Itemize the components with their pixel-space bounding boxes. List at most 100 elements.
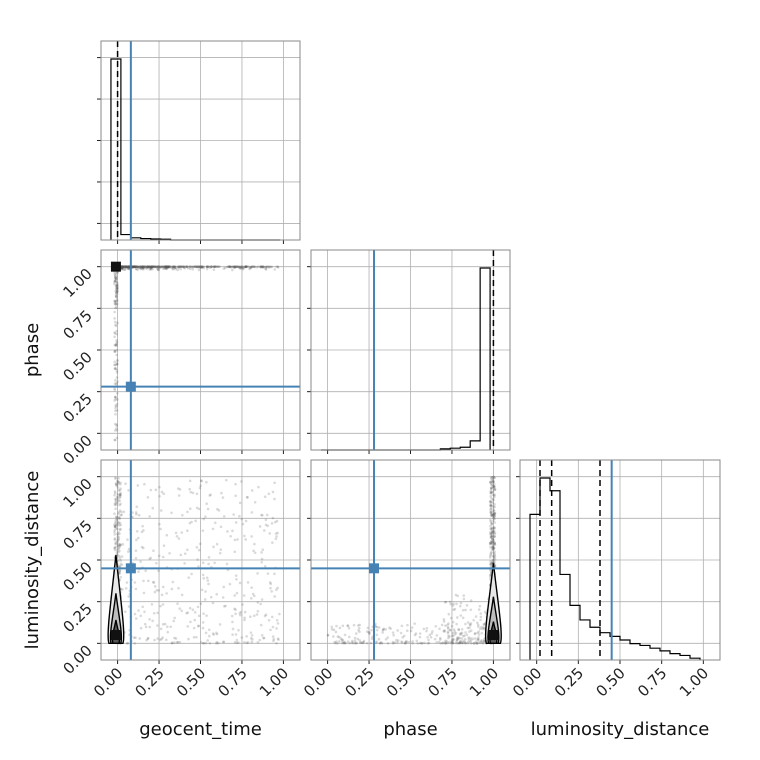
- panel-phase-vs-geocent_time-point: [153, 265, 156, 268]
- panel-luminosity_distance-vs-phase-core-point: [491, 537, 494, 541]
- panel-phase-vs-geocent_time-point: [150, 265, 154, 269]
- xtick-label-geocent_time-3: 0.75: [214, 664, 250, 700]
- panel-luminosity_distance-vs-phase-point: [338, 626, 342, 630]
- panel-luminosity_distance-vs-phase-point: [351, 639, 354, 643]
- panel-luminosity_distance-vs-geocent_time-point: [245, 635, 248, 638]
- panel-phase-vs-geocent_time-tail-point: [116, 359, 119, 363]
- panel-phase-vs-geocent_time-point: [262, 265, 265, 269]
- panel-luminosity_distance-vs-phase-core-point: [491, 547, 495, 550]
- panel-luminosity_distance-vs-geocent_time-point: [161, 603, 165, 606]
- panel-phase-vs-geocent_time-tail-point: [113, 310, 116, 314]
- panel-luminosity_distance-vs-geocent_time-point: [207, 628, 211, 632]
- panel-luminosity_distance-vs-phase-edge-point: [442, 620, 446, 623]
- panel-luminosity_distance-vs-geocent_time-point: [238, 514, 241, 518]
- panel-luminosity_distance-vs-phase-edge-point: [454, 593, 458, 597]
- panel-luminosity_distance-vs-phase-core-point: [492, 482, 496, 486]
- panel-luminosity_distance-vs-geocent_time-point: [183, 562, 186, 565]
- panel-phase-vs-geocent_time-point: [134, 267, 138, 270]
- panel-luminosity_distance-vs-geocent_time-core-point: [113, 538, 117, 541]
- panel-luminosity_distance-vs-geocent_time-core-point: [113, 493, 116, 497]
- panel-phase-vs-geocent_time-point: [214, 265, 218, 268]
- panel-phase-vs-geocent_time-point: [244, 265, 248, 268]
- panel-luminosity_distance-vs-geocent_time-core-point: [116, 495, 120, 499]
- panel-luminosity_distance-vs-phase-core-point: [489, 480, 492, 484]
- panel-luminosity_distance-vs-geocent_time-point: [205, 480, 208, 484]
- panel-luminosity_distance-vs-geocent_time-point: [159, 627, 163, 631]
- panel-phase-vs-geocent_time-point: [190, 265, 194, 269]
- panel-luminosity_distance-vs-phase-core-point: [489, 518, 492, 522]
- panel-phase-vs-geocent_time-point: [121, 265, 125, 268]
- panel-luminosity_distance-vs-phase-point: [391, 642, 395, 645]
- panel-luminosity_distance-vs-phase-point: [411, 642, 414, 645]
- panel-phase-vs-geocent_time-point: [179, 267, 182, 271]
- panel-luminosity_distance-vs-geocent_time-point: [180, 593, 184, 597]
- panel-luminosity_distance-vs-phase-point: [407, 640, 411, 644]
- panel-luminosity_distance-vs-phase-core-point: [489, 532, 493, 535]
- hist-luminosity_distance-frame: [519, 459, 721, 661]
- panel-luminosity_distance-vs-geocent_time-point: [246, 581, 250, 584]
- panel-luminosity_distance-vs-geocent_time-core-point: [118, 543, 121, 546]
- panel-luminosity_distance-vs-geocent_time-point: [245, 495, 249, 499]
- panel-phase-vs-geocent_time-point: [149, 266, 153, 269]
- panel-luminosity_distance-vs-geocent_time-point: [159, 509, 163, 512]
- panel-phase-vs-geocent_time-tail-point: [114, 277, 118, 280]
- panel-luminosity_distance-vs-geocent_time-point: [148, 557, 151, 561]
- panel-luminosity_distance-vs-phase-core-point: [493, 493, 496, 497]
- panel-phase-vs-geocent_time-point: [120, 266, 124, 269]
- panel-phase-vs-geocent_time-point: [145, 265, 149, 269]
- panel-luminosity_distance-vs-phase-core-point: [489, 481, 492, 484]
- panel-phase-vs-geocent_time-tail-point: [116, 398, 119, 401]
- panel-phase-vs-geocent_time-point: [135, 265, 139, 268]
- panel-luminosity_distance-vs-phase-core-point: [490, 548, 494, 551]
- panel-luminosity_distance-vs-geocent_time-point: [274, 532, 278, 535]
- panel-luminosity_distance-vs-geocent_time-core-point: [113, 490, 117, 493]
- panel-phase-vs-geocent_time-point: [120, 266, 124, 269]
- panel-phase-vs-geocent_time-point: [231, 265, 235, 268]
- panel-phase-vs-geocent_time-point: [189, 265, 192, 268]
- panel-phase-vs-geocent_time-point: [275, 265, 278, 268]
- panel-luminosity_distance-vs-phase-point: [347, 626, 351, 630]
- panel-luminosity_distance-vs-phase-point: [429, 635, 433, 639]
- panel-luminosity_distance-vs-geocent_time-core-point: [117, 480, 121, 484]
- panel-luminosity_distance-vs-phase-edge-point: [446, 625, 450, 629]
- panel-luminosity_distance-vs-geocent_time-core-point: [115, 484, 118, 487]
- panel-luminosity_distance-vs-geocent_time-point: [237, 628, 240, 632]
- panel-luminosity_distance-vs-geocent_time-point: [271, 625, 275, 629]
- panel-luminosity_distance-vs-phase-core-point: [490, 542, 493, 545]
- panel-phase-vs-geocent_time-tail-point: [115, 362, 119, 366]
- panel-phase-vs-geocent_time-tail-point: [113, 388, 117, 392]
- panel-phase-vs-geocent_time-point: [122, 265, 125, 269]
- panel-luminosity_distance-vs-geocent_time-point: [188, 487, 191, 491]
- panel-luminosity_distance-vs-geocent_time-point: [178, 640, 182, 644]
- panel-phase-vs-geocent_time-point: [192, 265, 196, 268]
- panel-luminosity_distance-vs-geocent_time-point: [249, 636, 253, 640]
- panel-luminosity_distance-vs-phase-edge-point: [456, 641, 460, 645]
- panel-luminosity_distance-vs-phase-point: [341, 624, 345, 628]
- panel-phase-vs-geocent_time-point: [161, 265, 164, 268]
- panel-luminosity_distance-vs-phase-point: [386, 642, 390, 645]
- panel-luminosity_distance-vs-geocent_time-point: [222, 585, 226, 589]
- panel-phase-vs-geocent_time-tail-point: [114, 343, 118, 347]
- panel-luminosity_distance-vs-phase-point: [439, 642, 443, 645]
- panel-phase-vs-geocent_time-point: [141, 268, 145, 271]
- panel-luminosity_distance-vs-geocent_time-core-point: [117, 537, 120, 541]
- panel-luminosity_distance-vs-phase-core-point: [490, 514, 494, 517]
- panel-phase-vs-geocent_time-point: [180, 265, 184, 269]
- panel-luminosity_distance-vs-geocent_time-point: [199, 602, 203, 605]
- panel-luminosity_distance-vs-geocent_time-point: [192, 626, 196, 630]
- panel-luminosity_distance-vs-geocent_time-point: [175, 535, 179, 538]
- panel-luminosity_distance-vs-geocent_time-core-point: [113, 524, 117, 528]
- panel-phase-vs-geocent_time-point: [218, 265, 221, 268]
- panel-luminosity_distance-vs-geocent_time-point: [197, 548, 201, 552]
- panel-luminosity_distance-vs-geocent_time-point: [222, 640, 225, 644]
- panel-luminosity_distance-vs-geocent_time-point: [209, 493, 212, 497]
- panel-phase-vs-geocent_time-point: [238, 266, 242, 269]
- panel-luminosity_distance-vs-geocent_time-point: [207, 556, 211, 559]
- panel-luminosity_distance-vs-phase-point: [356, 624, 360, 627]
- panel-phase-vs-geocent_time-point: [265, 265, 269, 269]
- panel-phase-vs-geocent_time-point: [133, 265, 136, 268]
- panel-phase-vs-geocent_time-point: [196, 265, 200, 268]
- panel-luminosity_distance-vs-geocent_time-point: [134, 511, 138, 514]
- panel-phase-vs-geocent_time-point: [142, 266, 146, 270]
- panel-phase-vs-geocent_time-point: [241, 268, 245, 271]
